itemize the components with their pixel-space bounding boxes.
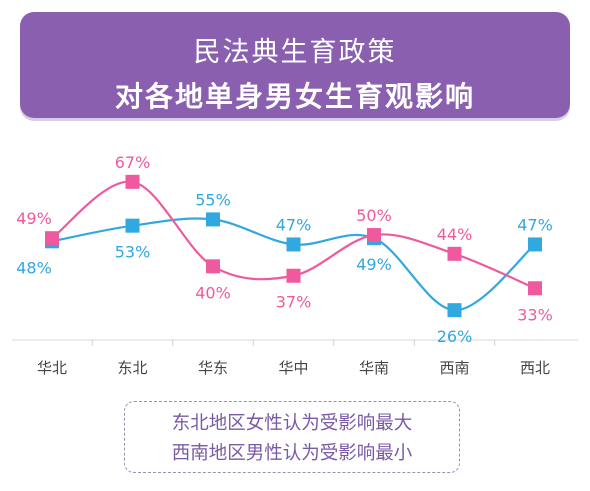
data-label: 49% [16, 209, 52, 228]
data-label: 26% [437, 327, 473, 346]
data-label: 47% [517, 215, 553, 234]
chart-title: 民法典生育政策 [193, 37, 397, 68]
line-chart: 49% 48% 67% 53% 40% 55% 37% 47% 50% 49% 44% 26% 33% 4… [12, 153, 578, 377]
chart-subtitle: 对各地单身男女生育观影响 [114, 80, 475, 113]
title-banner: 民法典生育政策 对各地单身男女生育观影响 [20, 12, 570, 118]
data-point-0-3 [286, 268, 301, 283]
x-tick-label: 华中 [278, 359, 308, 377]
x-tick-label: 西北 [520, 359, 550, 377]
data-point-0-5 [447, 246, 462, 261]
x-tick-label: 华南 [359, 359, 389, 377]
data-label: 67% [115, 153, 151, 172]
data-label: 40% [195, 283, 231, 302]
data-point-1-6 [528, 237, 542, 252]
data-label: 48% [16, 258, 52, 277]
data-point-1-2 [206, 212, 220, 227]
data-point-1-5 [447, 303, 462, 318]
data-point-0-2 [206, 259, 220, 274]
data-point-1-3 [286, 237, 301, 252]
note-line-female: 东北地区女性认为受影响最大 [171, 413, 413, 434]
data-label: 47% [276, 215, 312, 234]
data-point-0-6 [528, 281, 542, 296]
data-point-1-1 [125, 218, 140, 233]
x-tick-label: 东北 [117, 359, 147, 377]
x-tick-label: 华北 [37, 359, 67, 377]
data-label: 53% [115, 243, 151, 262]
data-label: 33% [517, 305, 553, 324]
data-point-0-0 [45, 231, 59, 246]
data-label: 49% [356, 255, 392, 274]
data-label: 55% [195, 190, 231, 209]
data-label: 50% [356, 206, 392, 225]
data-point-0-4 [367, 228, 381, 243]
x-tick-label: 华东 [198, 359, 228, 377]
x-tick-label: 西南 [439, 359, 469, 377]
data-point-0-1 [125, 174, 140, 189]
summary-note: 东北地区女性认为受影响最大 西南地区男性认为受影响最小 [124, 401, 460, 473]
note-line-male: 西南地区男性认为受影响最小 [171, 443, 413, 464]
data-label: 37% [276, 293, 312, 312]
data-label: 44% [437, 225, 473, 244]
